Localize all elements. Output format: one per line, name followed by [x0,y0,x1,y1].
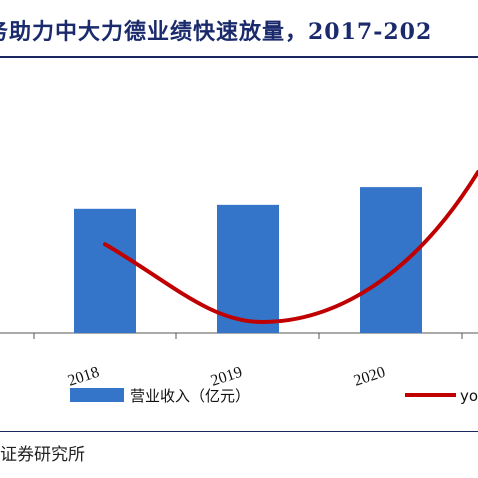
title-rule [0,56,478,58]
bar-series [74,187,422,333]
bar-2019 [217,204,279,333]
line-yoy [103,170,478,325]
x-tick-labels: 2018 2019 2020 [66,364,388,390]
bar-2018 [74,208,136,333]
chart-title: 务助力中大力德业绩快速放量，2017-202 [0,19,433,45]
legend: 营业收入（亿元） yo [70,387,478,405]
line-series [103,170,478,325]
legend-label-bar: 营业收入（亿元） [130,387,250,405]
source-note: 证券研究所 [0,445,85,465]
legend-label-line: yo [460,387,478,405]
x-tick-label-2018: 2018 [66,364,102,390]
x-axis [0,332,478,339]
bar-2020 [360,187,422,333]
x-tick-label-2019: 2019 [209,364,245,390]
x-tick-label-2020: 2020 [352,364,388,390]
legend-swatch-bar [70,388,124,402]
source-rule [0,431,478,432]
